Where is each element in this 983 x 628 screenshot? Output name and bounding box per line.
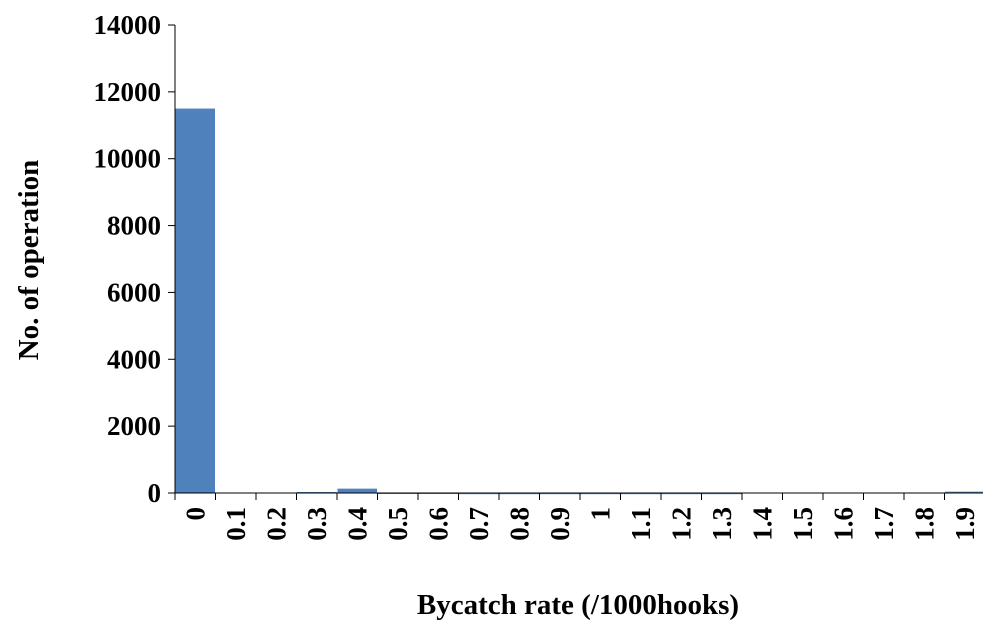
x-tick-label: 0.1	[221, 507, 251, 541]
x-tick-label: 0.7	[464, 507, 494, 541]
x-tick-label: 0.3	[302, 507, 332, 541]
x-tick-label: 1.1	[626, 507, 656, 541]
x-tick-label: 0.6	[423, 507, 453, 541]
y-tick-label: 6000	[107, 277, 161, 307]
x-tick-label: 0.8	[504, 507, 534, 541]
x-axis-title: Bycatch rate (/1000hooks)	[417, 589, 739, 621]
x-tick-label: 1.6	[828, 507, 858, 541]
y-tick-label: 0	[148, 478, 162, 508]
y-tick-label: 4000	[107, 344, 161, 374]
x-tick-label: 0.2	[261, 507, 291, 541]
x-tick-label: 0.9	[545, 507, 575, 541]
x-tick-label: 1.8	[909, 507, 939, 541]
y-ticks: 0 2000 4000 6000 8000 10000 12000 14000	[94, 10, 175, 508]
y-tick-label: 14000	[94, 10, 162, 40]
x-tick-label: 1	[585, 507, 615, 521]
bar-0	[175, 108, 215, 494]
y-tick-label: 2000	[107, 411, 161, 441]
x-tick-label: 1.2	[666, 507, 696, 541]
x-tick-label: 0.4	[342, 507, 372, 541]
x-tick-label: 0.5	[383, 507, 413, 541]
y-axis-title: No. of operation	[13, 160, 45, 361]
y-tick-label: 8000	[107, 211, 161, 241]
x-tick-label: 1.3	[707, 507, 737, 541]
y-tick-label: 10000	[94, 144, 162, 174]
x-tick-label: 1.4	[747, 507, 777, 541]
bar-0.4	[337, 488, 377, 493]
x-tick-label: 1.7	[869, 507, 899, 541]
x-ticks: 0 0.1 0.2 0.3 0.4 0.5 0.6 0.7 0.8 0.9 1 1.1 1.2 1.3 1.…	[174, 493, 980, 541]
bar-1.9	[945, 491, 983, 494]
x-tick-label: 1.5	[788, 507, 818, 541]
x-tick-label: 0	[180, 507, 210, 521]
bars	[175, 108, 983, 495]
y-tick-label: 12000	[94, 77, 162, 107]
x-tick-label: 1.9	[950, 507, 980, 541]
